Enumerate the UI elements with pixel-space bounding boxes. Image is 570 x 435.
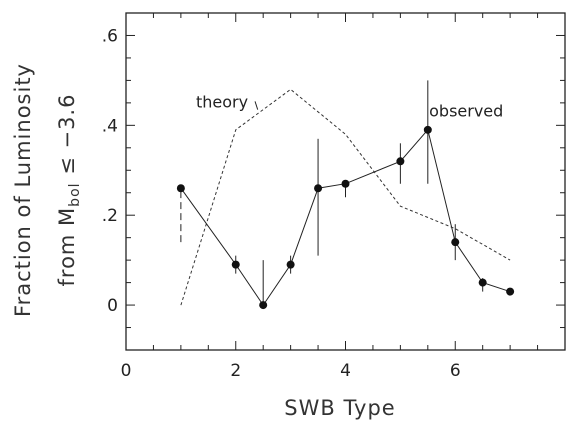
theory-annotation: theory <box>196 92 248 111</box>
observed-point <box>478 278 487 287</box>
x-tick-label: 6 <box>450 361 461 381</box>
observed-point <box>259 301 268 310</box>
theory-pointer <box>254 101 259 110</box>
x-tick-label: 4 <box>340 361 351 381</box>
chart-labels: 0 2 4 6 0 .2 .4 .6 theory observed <box>102 26 504 381</box>
observed-annotation: observed <box>429 101 503 120</box>
x-axis-title: SWB Type <box>284 396 395 420</box>
observed-point <box>423 125 432 134</box>
y-axis-title-line2-sub: bol <box>67 182 83 206</box>
observed-point <box>231 260 240 269</box>
y-axis-title-line2-suffix: ≤ −3.6 <box>55 94 79 183</box>
observed-point <box>341 179 350 188</box>
y-tick-label: .4 <box>102 116 118 136</box>
observed-point <box>314 184 323 193</box>
axis-ticks <box>125 12 566 351</box>
theory-line <box>180 88 511 306</box>
observed-point <box>396 157 405 166</box>
observed-point <box>506 287 515 296</box>
chart-marks <box>176 80 515 310</box>
x-tick-label: 2 <box>230 361 241 381</box>
x-tick-label: 0 <box>121 361 132 381</box>
y-axis-title-line1: Fraction of Luminosity <box>11 63 35 317</box>
y-tick-label: .6 <box>102 26 118 46</box>
y-axis-title: Fraction of Luminosity from Mbol ≤ −3.6 <box>11 63 83 317</box>
observed-point <box>286 260 295 269</box>
y-tick-label: .2 <box>102 206 118 226</box>
observed-point <box>451 238 460 247</box>
y-tick-label: 0 <box>107 296 118 316</box>
y-axis-title-line2-prefix: from M <box>55 207 79 287</box>
y-axis-title-line2: from Mbol ≤ −3.6 <box>55 94 83 287</box>
observed-line <box>180 128 511 306</box>
observed-point <box>176 184 185 193</box>
